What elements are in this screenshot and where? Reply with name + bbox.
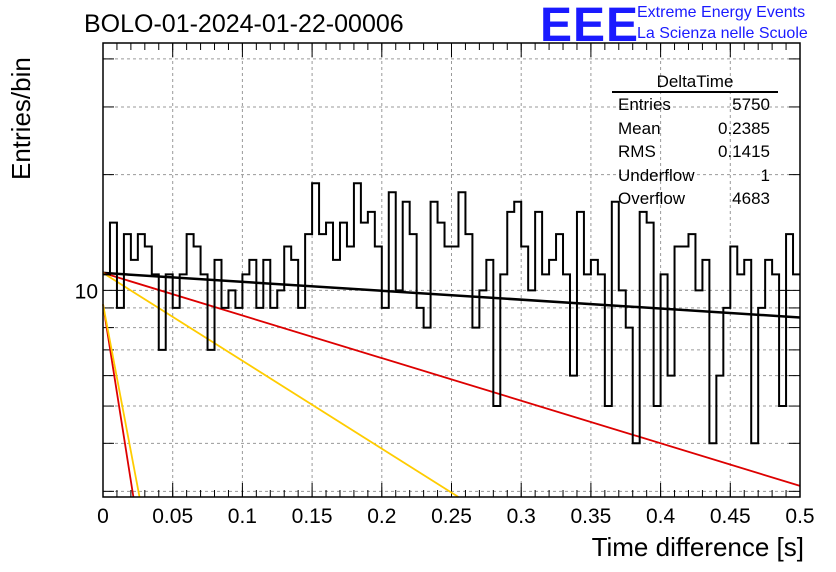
x-tick-labels: 0 0.05 0.1 0.15 0.2 0.25 0.3 0.35 0.4 0.45 0.5	[97, 505, 814, 528]
x-tick-label: 0.45	[710, 505, 751, 528]
x-tick-label: 0.25	[431, 505, 472, 528]
x-tick-label: 0.15	[292, 505, 333, 528]
stats-row: Overflow 4683	[612, 187, 778, 211]
stats-label: Underflow	[618, 165, 695, 185]
eee-logo-mark: EEE	[540, 0, 640, 52]
stats-row: Mean 0.2385	[612, 117, 778, 141]
stats-label: Mean	[618, 118, 661, 138]
stats-row: Entries 5750	[612, 93, 778, 117]
fit-curve	[102, 304, 141, 498]
stats-value: 0.1415	[718, 142, 770, 161]
logo-line-1: Extreme Energy Events	[637, 4, 806, 21]
stats-value: 5750	[732, 95, 770, 114]
fit-curve	[102, 271, 801, 319]
stats-value: 0.2385	[718, 118, 770, 138]
fit-curves	[102, 271, 801, 498]
fit-curve	[102, 272, 801, 487]
x-axis-label: Time difference [s]	[591, 532, 804, 562]
x-tick-label: 0.4	[646, 505, 676, 528]
y-tick-labels: 10	[75, 280, 98, 303]
y-axis-label: Entries/bin	[6, 57, 36, 180]
histogram-bins	[103, 182, 800, 445]
stats-label: Entries	[618, 95, 671, 114]
stats-box: DeltaTime Entries 5750 Mean 0.2385 RMS 0…	[612, 72, 778, 211]
logo-line-2: La Scienza nelle Scuole	[637, 25, 808, 42]
x-tick-label: 0.2	[367, 505, 396, 528]
stats-row: RMS 0.1415	[612, 140, 778, 164]
plot-frame	[102, 42, 801, 498]
stats-label: RMS	[618, 142, 656, 161]
x-tick-label: 0	[97, 505, 109, 528]
stats-label: Overflow	[618, 189, 686, 208]
stats-value: 4683	[732, 189, 770, 208]
chart-title: BOLO-01-2024-01-22-00006	[84, 10, 404, 38]
stats-value: 1	[760, 165, 770, 185]
stats-title: DeltaTime	[612, 72, 778, 93]
axis-ticks	[102, 43, 801, 497]
x-tick-label: 0.1	[228, 505, 257, 528]
y-tick-label: 10	[75, 280, 98, 303]
fit-curve	[102, 272, 459, 498]
stats-row: Underflow 1	[612, 164, 778, 188]
x-tick-label: 0.5	[785, 505, 814, 528]
x-tick-label: 0.3	[507, 505, 536, 528]
fit-curve	[102, 304, 135, 498]
x-tick-label: 0.35	[570, 505, 611, 528]
x-tick-label: 0.05	[152, 505, 193, 528]
